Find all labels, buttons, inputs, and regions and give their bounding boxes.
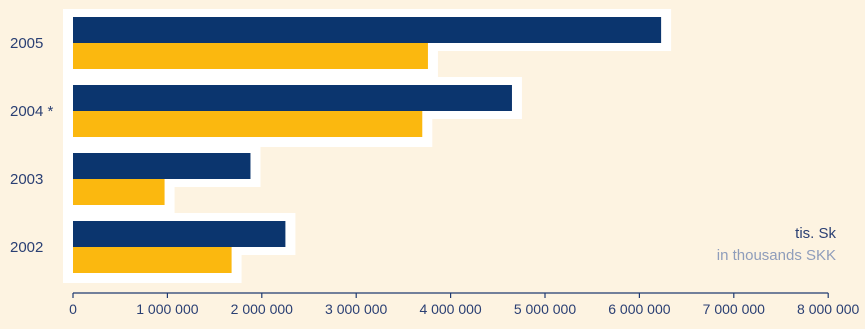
x-axis: 0 1 000 000 2 000 000 3 000 000 4 000 000 5 0… [69, 292, 860, 317]
x-tick-label: 5 000 000 [514, 301, 576, 317]
bar-series-1-2 [73, 153, 251, 179]
x-tick-label: 3 000 000 [325, 301, 387, 317]
x-tick-label: 2 000 000 [231, 301, 293, 317]
x-tick-label: 1 000 000 [136, 301, 198, 317]
bar-series-2-1 [73, 111, 423, 137]
bar-series-1-3 [73, 221, 286, 247]
x-tick-label: 6 000 000 [608, 301, 670, 317]
bar-series-2-0 [73, 43, 428, 69]
category-label: 2002 [10, 239, 43, 256]
category-label: 2003 [10, 171, 43, 188]
x-tick-label: 7 000 000 [703, 301, 765, 317]
bar-series-2-2 [73, 179, 165, 205]
bars [73, 17, 662, 273]
x-tick-label: 0 [69, 301, 77, 317]
category-labels: 2005 2004 * 2003 2002 [10, 35, 54, 256]
bar-series-1-1 [73, 85, 512, 111]
x-tick-label: 8 000 000 [797, 301, 859, 317]
bar-series-2-3 [73, 247, 232, 273]
bar-series-1-0 [73, 17, 662, 43]
category-label: 2005 [10, 35, 43, 52]
unit-label-sk: tis. Sk [795, 225, 836, 242]
x-tick-label: 4 000 000 [419, 301, 481, 317]
category-label: 2004 * [10, 103, 54, 120]
unit-label-en: in thousands SKK [717, 247, 836, 264]
